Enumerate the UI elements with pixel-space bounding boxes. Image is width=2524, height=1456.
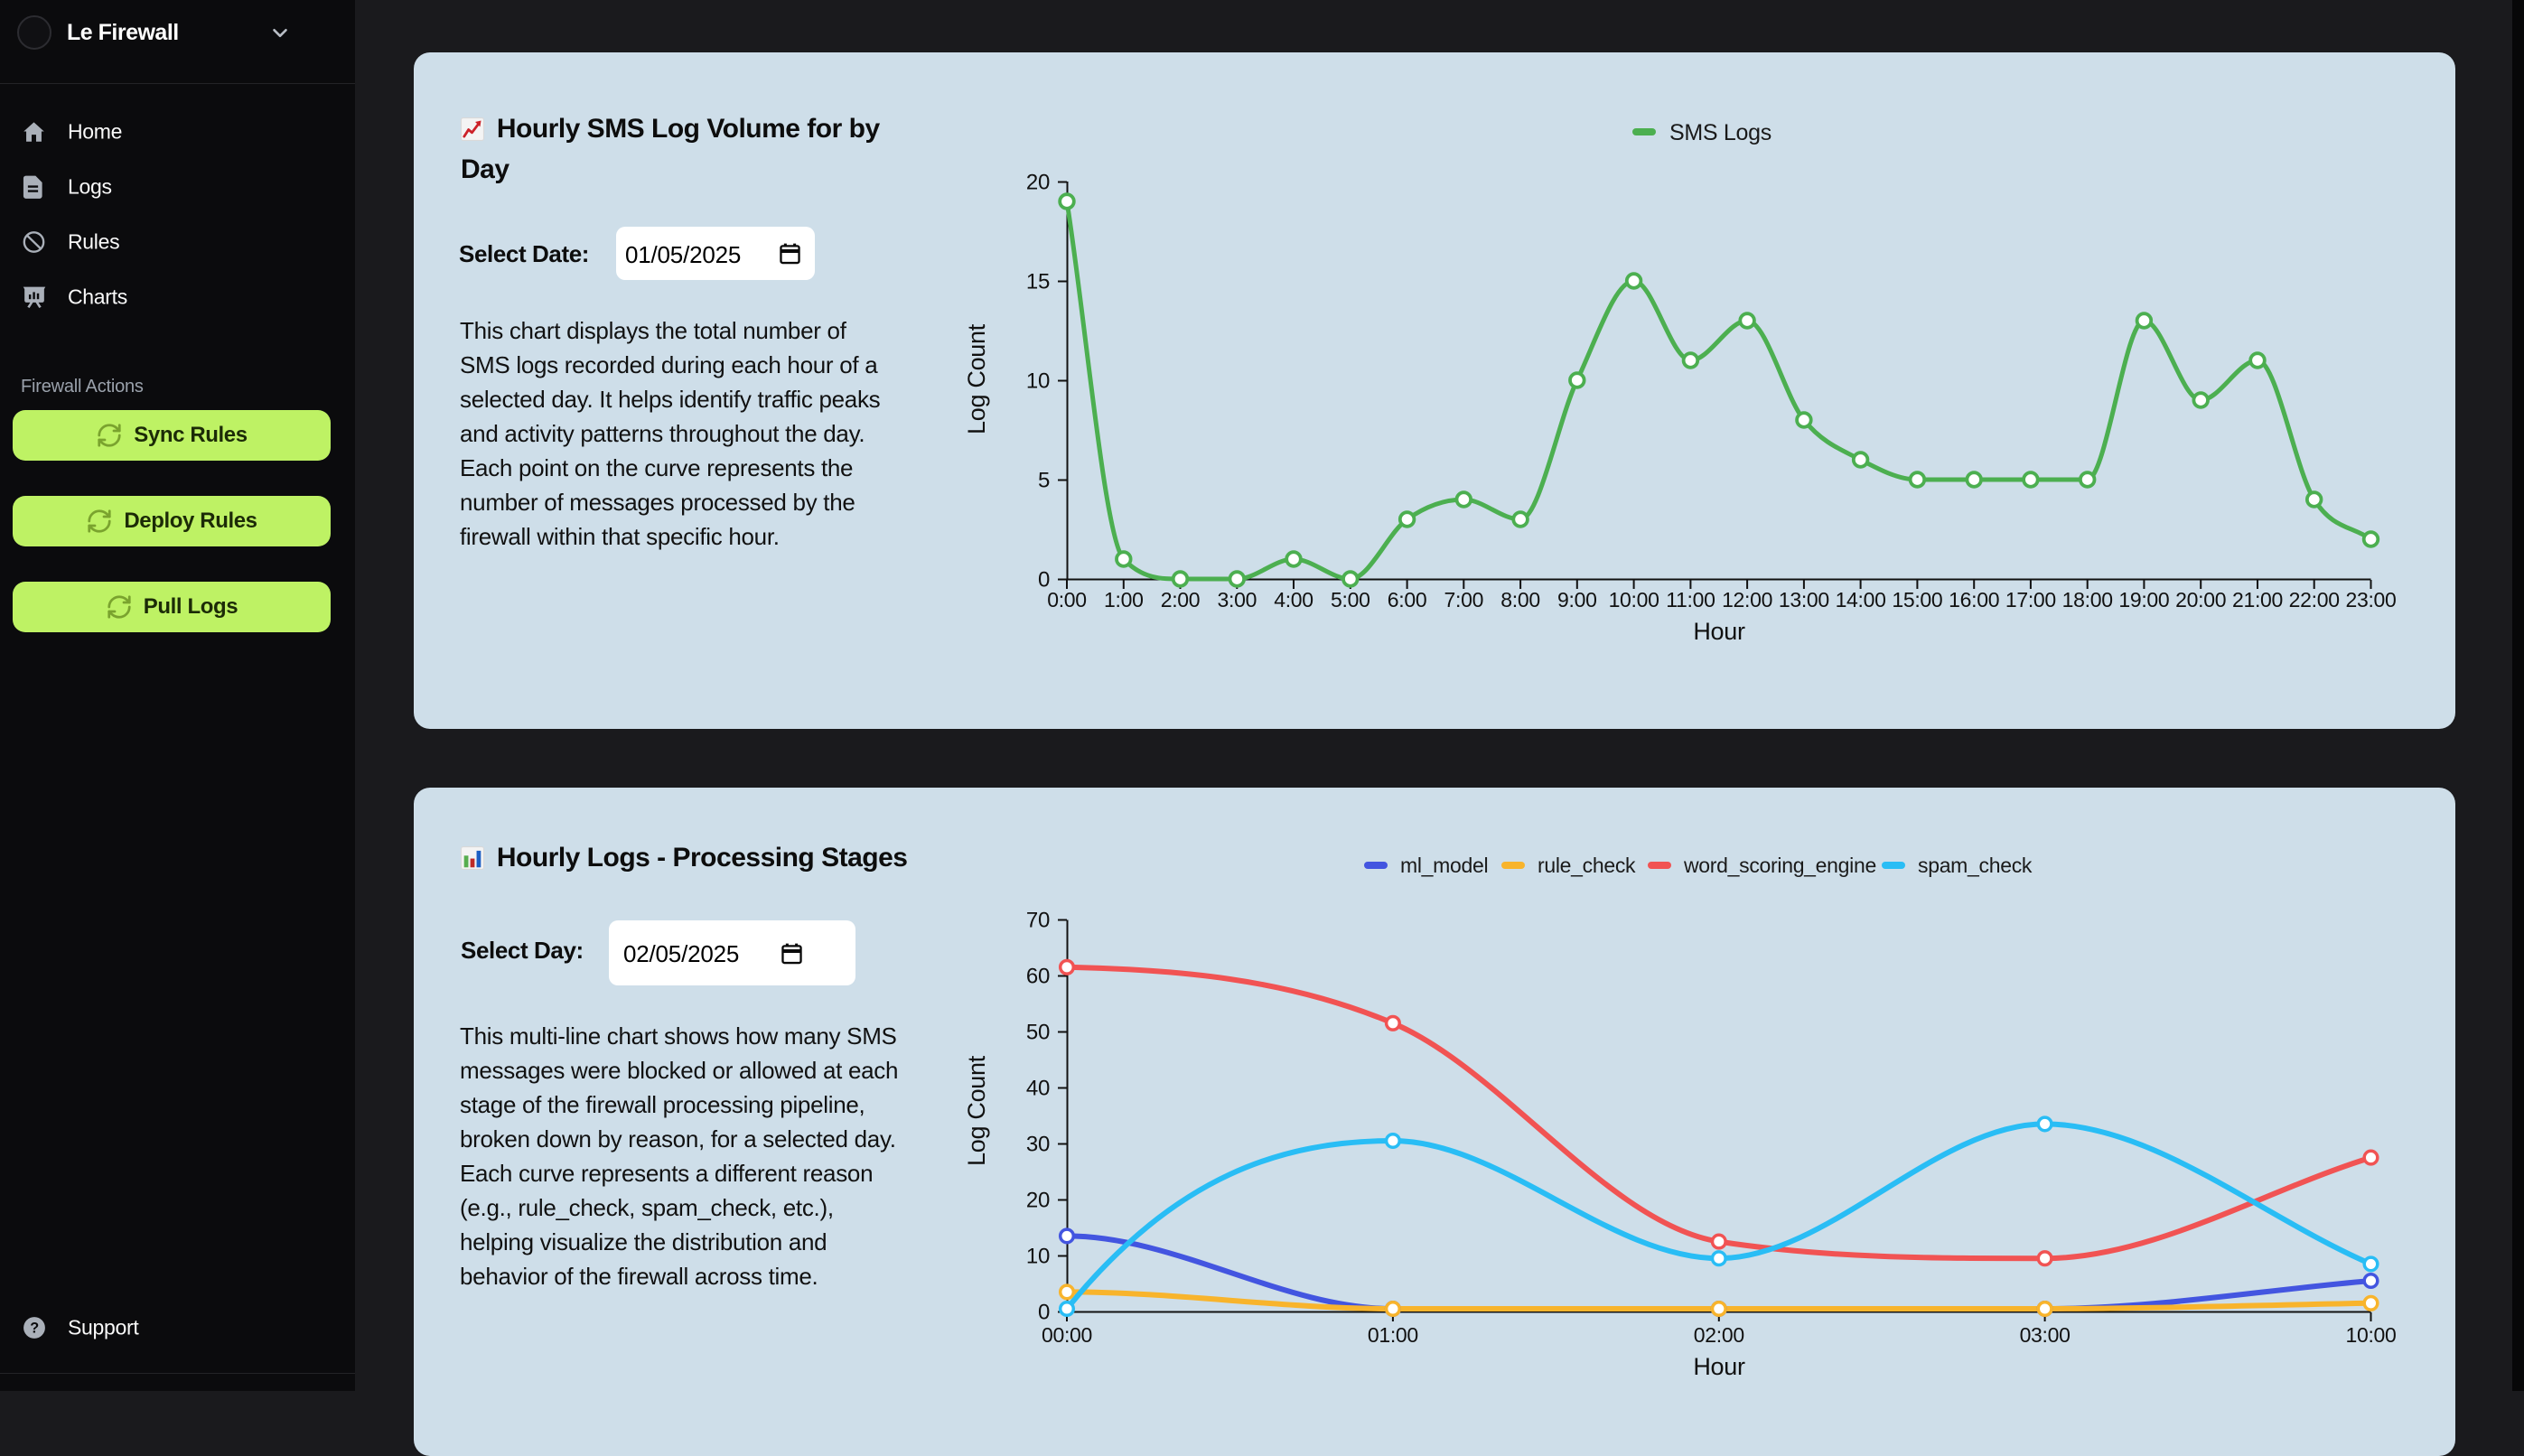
svg-text:0:00: 0:00 <box>1047 588 1087 611</box>
svg-text:23:00: 23:00 <box>2345 588 2396 611</box>
svg-text:20: 20 <box>1026 171 1050 195</box>
svg-text:3:00: 3:00 <box>1218 588 1257 611</box>
svg-text:10:00: 10:00 <box>1609 588 1659 611</box>
svg-text:14:00: 14:00 <box>1836 588 1886 611</box>
svg-text:Hour: Hour <box>1693 618 1745 645</box>
svg-text:30: 30 <box>1026 1133 1050 1157</box>
svg-text:17:00: 17:00 <box>2005 588 2056 611</box>
svg-text:Hour: Hour <box>1693 1353 1745 1380</box>
svg-text:ml_model: ml_model <box>1400 854 1488 877</box>
svg-text:?: ? <box>30 1321 39 1337</box>
svg-text:10: 10 <box>1026 1245 1050 1269</box>
svg-text:60: 60 <box>1026 965 1050 989</box>
svg-text:Log Count: Log Count <box>963 1055 990 1166</box>
svg-text:rule_check: rule_check <box>1538 854 1636 877</box>
svg-text:4:00: 4:00 <box>1274 588 1313 611</box>
svg-text:2:00: 2:00 <box>1161 588 1201 611</box>
svg-text:21:00: 21:00 <box>2232 588 2283 611</box>
svg-text:7:00: 7:00 <box>1444 588 1484 611</box>
svg-text:0: 0 <box>1038 568 1050 593</box>
svg-text:1:00: 1:00 <box>1104 588 1144 611</box>
svg-text:13:00: 13:00 <box>1779 588 1829 611</box>
svg-text:03:00: 03:00 <box>2020 1323 2071 1347</box>
svg-text:spam_check: spam_check <box>1918 854 2033 877</box>
svg-text:20:00: 20:00 <box>2175 588 2226 611</box>
svg-text:01:00: 01:00 <box>1368 1323 1418 1347</box>
svg-text:word_scoring_engine: word_scoring_engine <box>1683 854 1876 877</box>
svg-text:9:00: 9:00 <box>1557 588 1597 611</box>
svg-text:0: 0 <box>1038 1301 1050 1325</box>
svg-text:12:00: 12:00 <box>1722 588 1772 611</box>
svg-text:15:00: 15:00 <box>1892 588 1942 611</box>
svg-text:10: 10 <box>1026 369 1050 394</box>
svg-text:15: 15 <box>1026 270 1050 294</box>
svg-text:18:00: 18:00 <box>2062 588 2113 611</box>
svg-text:19:00: 19:00 <box>2118 588 2169 611</box>
svg-text:22:00: 22:00 <box>2289 588 2340 611</box>
svg-text:10:00: 10:00 <box>2345 1323 2396 1347</box>
svg-text:6:00: 6:00 <box>1388 588 1427 611</box>
svg-text:SMS Logs: SMS Logs <box>1669 120 1771 145</box>
svg-text:5: 5 <box>1038 469 1050 493</box>
svg-text:8:00: 8:00 <box>1500 588 1540 611</box>
svg-text:50: 50 <box>1026 1021 1050 1045</box>
svg-text:20: 20 <box>1026 1189 1050 1213</box>
svg-text:02:00: 02:00 <box>1694 1323 1744 1347</box>
svg-text:16:00: 16:00 <box>1949 588 1999 611</box>
svg-text:00:00: 00:00 <box>1042 1323 1092 1347</box>
svg-text:11:00: 11:00 <box>1666 588 1715 611</box>
svg-text:5:00: 5:00 <box>1331 588 1370 611</box>
svg-text:70: 70 <box>1026 909 1050 933</box>
svg-text:40: 40 <box>1026 1077 1050 1101</box>
svg-text:Log Count: Log Count <box>963 323 990 434</box>
